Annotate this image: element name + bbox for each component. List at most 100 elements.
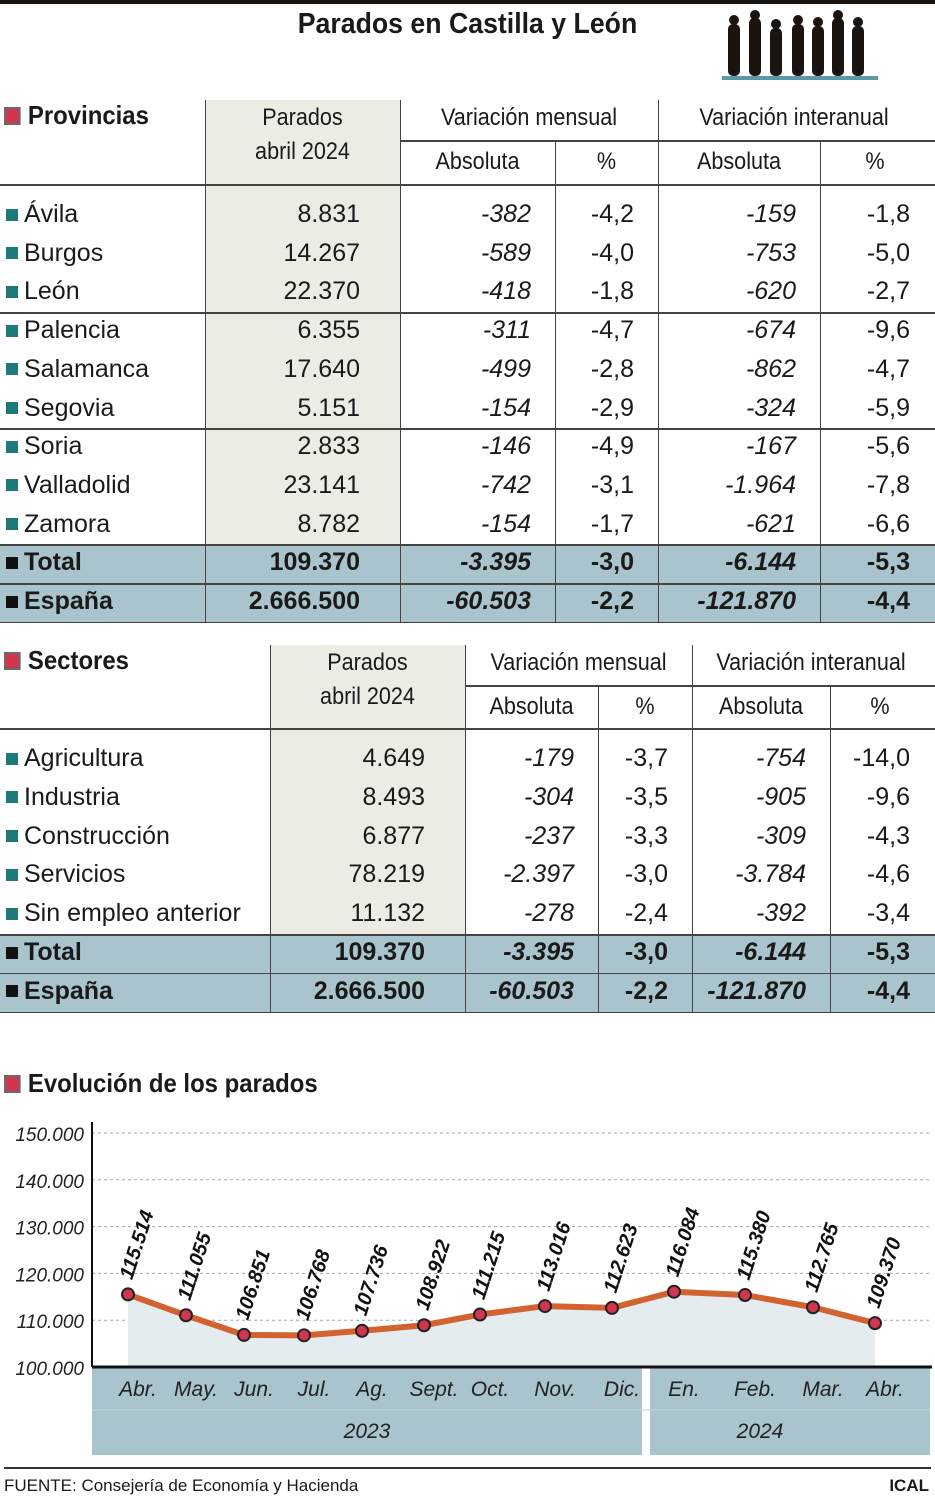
section-marker-icon: [4, 1074, 21, 1093]
y-tick-label: 120.000: [15, 1265, 84, 1286]
table-row: Industria 8.493 -304 -3,5 -905 -9,6: [0, 779, 935, 818]
row-name: Zamora: [6, 510, 110, 539]
cell-i-abs: -1.964: [725, 470, 796, 499]
table-row: Construcción 6.877 -237 -3,3 -309 -4,3: [0, 818, 935, 857]
x-tick-label: Jul.: [297, 1378, 331, 1401]
row-name: León: [6, 277, 80, 306]
bullet-icon: [6, 946, 18, 959]
header-divider: [465, 685, 935, 687]
cell-i-abs: -309: [755, 821, 806, 850]
cell-i-abs: -324: [745, 393, 796, 422]
cell-m-abs: -60.503: [446, 587, 531, 615]
data-label: 116.084: [662, 1205, 705, 1279]
cell-m-pct: -3,0: [590, 548, 634, 577]
bullet-icon: [6, 285, 18, 298]
bullet-icon: [6, 324, 18, 337]
sectores-title: Sectores: [4, 645, 129, 676]
cell-m-abs: -418: [480, 277, 531, 306]
cell-m-pct: -2,8: [590, 354, 634, 383]
table-row: España 2.666.500 -60.503 -2,2 -121.870 -4,4: [0, 972, 935, 1012]
data-point: [179, 1308, 193, 1323]
total-band: [0, 544, 935, 583]
cell-i-pct: -2,7: [866, 277, 910, 306]
y-tick-label: 140.000: [15, 1172, 84, 1193]
cell-i-pct: -4,6: [866, 860, 910, 889]
data-label: 111.055: [174, 1229, 217, 1303]
cell-i-pct: -9,6: [866, 316, 910, 345]
header-bottom-line: [0, 728, 935, 730]
cell-i-pct: -5,3: [866, 938, 910, 966]
cell-m-abs: -237: [523, 821, 574, 850]
column-divider: [692, 645, 693, 1012]
bullet-icon: [6, 402, 18, 414]
table-row: Sin empleo anterior 11.132 -278 -2,4 -392 -3,…: [0, 895, 935, 934]
cell-m-pct: -2,9: [590, 393, 634, 422]
brand-logo: ICAL: [889, 1476, 929, 1495]
row-label: Zamora: [24, 509, 111, 538]
x-tick-label: Ag.: [354, 1378, 388, 1401]
cell-i-abs: -6.144: [725, 548, 796, 577]
cell-i-pct: -5,3: [866, 548, 910, 577]
row-name: Burgos: [6, 239, 103, 268]
data-label: 108.922: [412, 1237, 455, 1313]
cell-m-pct: -3,0: [624, 860, 668, 889]
header-pct: %: [596, 148, 617, 175]
cell-parados: 22.370: [283, 277, 360, 306]
section-title-text: Sectores: [27, 645, 129, 675]
cell-m-abs: -499: [480, 354, 531, 383]
cell-m-abs: -742: [480, 470, 531, 499]
x-tick-label: Mar.: [802, 1378, 843, 1401]
data-point: [473, 1307, 487, 1322]
cell-m-abs: -3.395: [503, 938, 574, 966]
bullet-icon: [6, 791, 18, 804]
data-label: 113.016: [533, 1219, 576, 1294]
data-label: 112.765: [801, 1220, 844, 1295]
header-absoluta: Absoluta: [489, 693, 574, 720]
total-band: [0, 583, 935, 622]
data-label: 109.370: [863, 1235, 906, 1311]
data-point: [297, 1328, 311, 1343]
x-tick-label: Jun.: [233, 1378, 274, 1401]
top-bar: [0, 0, 935, 4]
cell-parados: 78.219: [348, 860, 425, 889]
x-tick-label: Sept.: [409, 1378, 458, 1401]
cell-i-abs: -167: [745, 432, 796, 461]
cell-parados: 14.267: [283, 238, 360, 267]
column-divider: [820, 140, 821, 622]
cell-parados: 17.640: [283, 354, 360, 383]
bullet-icon: [6, 247, 18, 260]
x-tick-label: May.: [174, 1378, 218, 1401]
table-row: León 22.370 -418 -1,8 -620 -2,7: [0, 273, 935, 312]
x-tick-label: En.: [668, 1378, 700, 1401]
bullet-icon: [6, 907, 18, 920]
cell-m-pct: -4,7: [590, 316, 634, 345]
y-tick-label: 100.000: [15, 1359, 84, 1380]
cell-m-abs: -60.503: [489, 976, 574, 1005]
cell-i-pct: -1,8: [866, 200, 910, 228]
row-label: Ávila: [24, 200, 79, 228]
data-label: 106.768: [292, 1246, 336, 1322]
bullet-icon: [6, 985, 18, 998]
section-marker-icon: [4, 651, 21, 670]
header-absoluta: Absoluta: [696, 148, 782, 175]
row-name: Industria: [6, 783, 120, 812]
column-divider: [830, 685, 831, 1012]
cell-i-abs: -121.870: [707, 976, 806, 1005]
cell-m-abs: -278: [523, 899, 574, 928]
cell-m-abs: -2.397: [503, 860, 574, 889]
bullet-icon: [6, 440, 18, 453]
data-point: [417, 1318, 431, 1333]
table-row: Servicios 78.219 -2.397 -3,0 -3.784 -4,6: [0, 856, 935, 895]
column-divider: [205, 100, 206, 622]
table-row: Palencia 6.355 -311 -4,7 -674 -9,6: [0, 312, 935, 351]
row-name: Segovia: [6, 394, 114, 423]
table-row: Agricultura 4.649 -179 -3,7 -754 -14,0: [0, 740, 935, 779]
cell-parados: 2.666.500: [313, 976, 425, 1005]
cell-i-pct: -4,4: [866, 587, 910, 615]
section-title-text: Provincias: [27, 100, 149, 130]
x-tick-label: Nov.: [534, 1378, 576, 1401]
cell-parados: 8.493: [362, 782, 425, 811]
row-label: España: [24, 587, 113, 615]
header-parados: Parados: [327, 649, 408, 676]
cell-m-pct: -4,0: [590, 238, 634, 267]
